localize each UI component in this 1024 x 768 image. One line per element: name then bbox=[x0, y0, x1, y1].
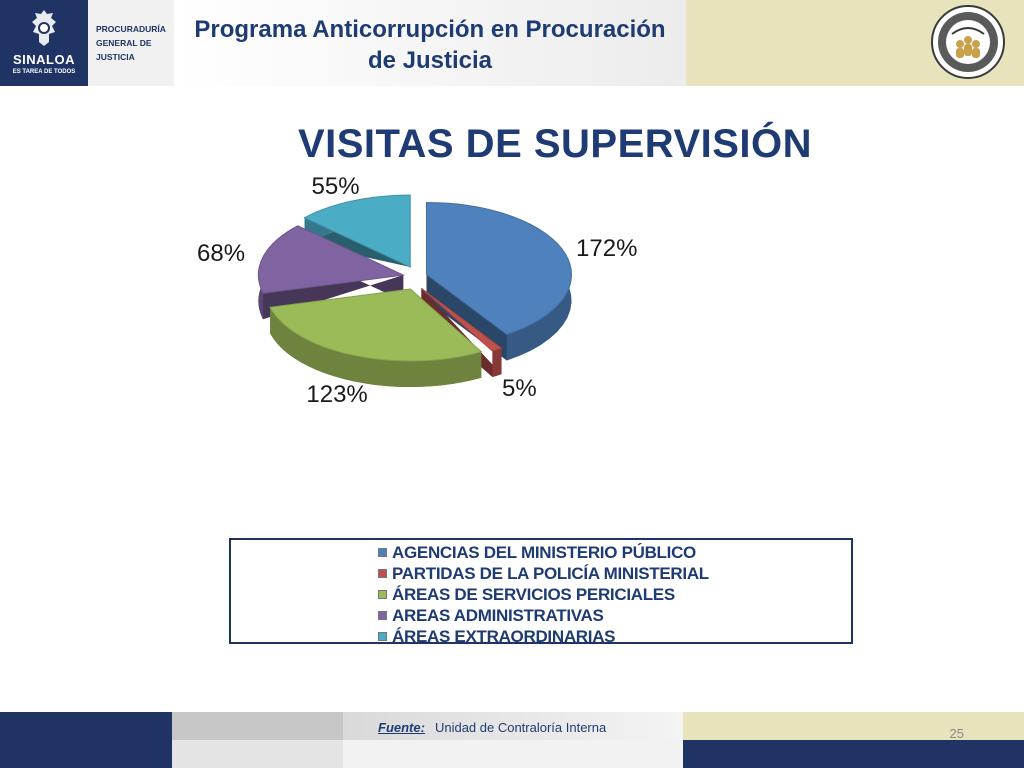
legend-label: AREAS ADMINISTRATIVAS bbox=[392, 605, 604, 625]
agency-name: PROCURADURÍA GENERAL DE JUSTICIA bbox=[96, 24, 166, 62]
footer-source-band-lower bbox=[343, 740, 683, 768]
header-title-background bbox=[174, 0, 686, 86]
program-title-line2: de Justicia bbox=[367, 47, 493, 74]
legend-swatch bbox=[378, 590, 387, 599]
legend-item: AGENCIAS DEL MINISTERIO PÚBLICO bbox=[378, 542, 709, 563]
footer-gray-band bbox=[172, 712, 343, 740]
pie-data-label: 68% bbox=[197, 239, 246, 267]
footer-left-band bbox=[0, 712, 172, 768]
legend-swatch bbox=[378, 548, 387, 557]
footer-gray-band-lower bbox=[172, 740, 343, 768]
legend-label: AGENCIAS DEL MINISTERIO PÚBLICO bbox=[392, 542, 696, 562]
pie-slice bbox=[425, 202, 572, 336]
program-title-line1: Programa Anticorrupción en Procuración bbox=[194, 16, 666, 43]
pie-slice bbox=[420, 287, 503, 352]
pie-data-label: 172% bbox=[576, 235, 638, 263]
legend-list: AGENCIAS DEL MINISTERIO PÚBLICO PARTIDAS … bbox=[378, 542, 709, 647]
pie-data-label: 123% bbox=[306, 381, 368, 409]
agency-panel: PROCURADURÍA GENERAL DE JUSTICIA bbox=[88, 0, 174, 86]
slide-title: VISITAS DE SUPERVISIÓN bbox=[297, 122, 813, 166]
page-number: 25 bbox=[949, 726, 964, 741]
footer-source-band bbox=[343, 712, 683, 740]
state-name: SINALOA bbox=[13, 52, 75, 67]
pie-data-label: 55% bbox=[311, 172, 360, 200]
source-label: Fuente: bbox=[378, 720, 425, 735]
state-crest-icon bbox=[32, 10, 56, 46]
legend-item: AREAS ADMINISTRATIVAS bbox=[378, 605, 709, 626]
pie-slice bbox=[257, 225, 406, 294]
chart-legend: AGENCIAS DEL MINISTERIO PÚBLICO PARTIDAS … bbox=[229, 538, 853, 647]
legend-item: ÁREAS EXTRAORDINARIAS bbox=[378, 626, 709, 647]
source-value: Unidad de Contraloría Interna bbox=[434, 720, 607, 735]
state-slogan: ES TAREA DE TODOS bbox=[12, 69, 76, 75]
legend-swatch bbox=[378, 611, 387, 620]
legend-swatch bbox=[378, 632, 387, 641]
pie-chart: 172% 5% 123% 68% 55% bbox=[150, 173, 710, 440]
footer-beige-band bbox=[683, 712, 1024, 740]
agency-seal-icon bbox=[931, 5, 1005, 79]
pie-chart-svg bbox=[257, 194, 572, 388]
state-logo-panel: SINALOA ES TAREA DE TODOS bbox=[0, 0, 88, 86]
pie-slice bbox=[303, 194, 411, 268]
pie-slice-depth bbox=[421, 288, 502, 377]
pie-slice-rim bbox=[492, 348, 502, 377]
legend-label: ÁREAS DE SERVICIOS PERICIALES bbox=[392, 584, 675, 604]
footer-navy-band bbox=[683, 740, 1024, 768]
footer-source: Fuente: Unidad de Contraloría Interna bbox=[378, 720, 606, 735]
legend-swatch bbox=[378, 569, 387, 578]
legend-item: PARTIDAS DE LA POLICÍA MINISTERIAL bbox=[378, 563, 709, 584]
legend-label: PARTIDAS DE LA POLICÍA MINISTERIAL bbox=[392, 563, 709, 583]
pie-slice bbox=[269, 288, 483, 362]
program-title: Programa Anticorrupción en Procuración d… bbox=[174, 14, 686, 76]
legend-label: ÁREAS EXTRAORDINARIAS bbox=[392, 626, 616, 646]
legend-item: ÁREAS DE SERVICIOS PERICIALES bbox=[378, 584, 709, 605]
pie-slice-rim bbox=[270, 307, 482, 388]
pie-data-label: 5% bbox=[502, 374, 537, 402]
